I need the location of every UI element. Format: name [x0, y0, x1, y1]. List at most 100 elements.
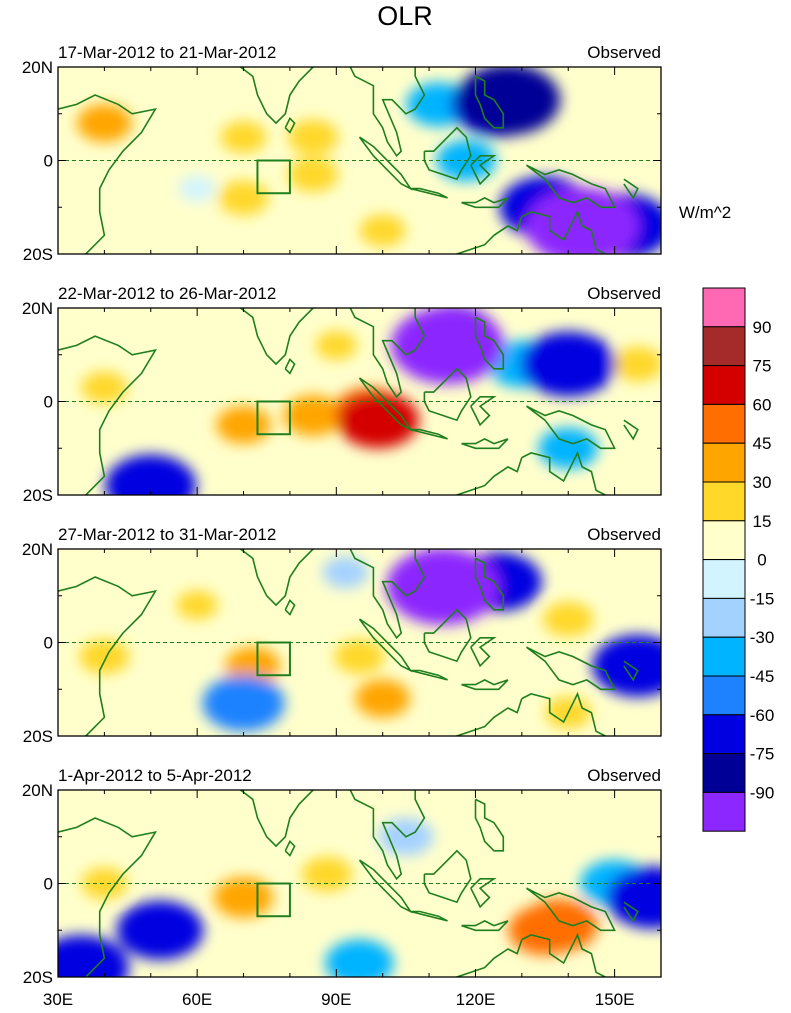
y-tick-label: 20S [23, 245, 53, 264]
anomaly-cell [116, 900, 204, 960]
colorbar-label: -90 [750, 783, 775, 802]
olr-panel-1: 17-Mar-2012 to 21-Mar-2012 Observed 20N 0 20… [22, 43, 662, 264]
coastlines [58, 308, 639, 495]
anomaly-cell [220, 121, 267, 154]
y-tick-label: 0 [44, 393, 53, 412]
coastline [526, 405, 616, 450]
colorbar-swatch [702, 675, 746, 716]
anomaly-cell [592, 634, 661, 697]
colorbar-swatch [702, 520, 746, 561]
colorbar-label: 90 [753, 318, 772, 337]
coastline [423, 367, 472, 422]
coastline [521, 932, 606, 977]
colorbar-swatch [702, 636, 746, 677]
coastline [349, 308, 426, 399]
coastline [623, 419, 639, 441]
anomaly-cell [301, 856, 353, 892]
colorbar-swatch [702, 403, 746, 444]
coastline [349, 67, 426, 158]
coastline [521, 691, 606, 736]
coastline [284, 358, 296, 375]
anomaly-cell [287, 157, 339, 193]
chart-title: OLR [377, 1, 433, 31]
anomaly-cell [287, 119, 339, 155]
coastline [410, 187, 448, 199]
anomaly-cell [525, 187, 639, 254]
coastline [349, 549, 426, 640]
anomaly-cell [355, 679, 411, 718]
coastline [526, 164, 616, 209]
anomaly-cell [595, 123, 635, 151]
target-box [256, 400, 291, 436]
colorbar-swatch [702, 442, 746, 483]
anomaly-cell [105, 454, 197, 495]
anomaly-cell [455, 67, 561, 136]
coastline [284, 840, 296, 857]
panel-date-label: 17-Mar-2012 to 21-Mar-2012 [58, 43, 276, 62]
coastline [470, 637, 497, 668]
coastline [461, 920, 509, 932]
colorbar-swatch [702, 597, 746, 638]
coastline [461, 438, 509, 450]
colorbar-units: W/m^2 [679, 203, 731, 222]
panel-observed-label: Observed [587, 525, 661, 544]
anomaly-cell [178, 175, 216, 202]
coastline [521, 209, 606, 254]
panel-observed-label: Observed [587, 43, 661, 62]
colorbar-swatch [702, 326, 746, 367]
anomaly-cell [176, 590, 218, 620]
colorbar-label: 30 [753, 473, 772, 492]
panel-date-label: 27-Mar-2012 to 31-Mar-2012 [58, 525, 276, 544]
colorbar-label: 75 [753, 357, 772, 376]
coastline [474, 316, 505, 370]
olr-panel-3: 27-Mar-2012 to 31-Mar-2012 Observed 20N 0 20… [22, 525, 662, 746]
y-tick-label: 0 [44, 634, 53, 653]
anomaly-cell [81, 867, 128, 900]
x-tick-label: 90E [321, 990, 351, 1009]
coastline [455, 698, 523, 736]
coastline [239, 67, 315, 125]
coastline [470, 396, 497, 427]
coastline [623, 660, 639, 682]
x-tick-label: 60E [182, 990, 212, 1009]
anomaly-cell [390, 308, 505, 384]
coastline [423, 608, 472, 663]
coastline [410, 910, 448, 922]
colorbar-swatch [702, 753, 746, 793]
anomaly-cell [542, 601, 594, 637]
coastline [58, 817, 158, 977]
y-tick-label: 0 [44, 875, 53, 894]
coastline [423, 126, 472, 181]
target-box [256, 882, 291, 918]
coastline [410, 669, 448, 681]
anomaly-field [58, 817, 661, 977]
anomaly-cell [612, 346, 661, 382]
coastline [455, 457, 523, 495]
anomaly-cell [337, 392, 420, 449]
target-box [256, 159, 291, 195]
anomaly-cell [606, 866, 661, 929]
coastline [474, 798, 505, 852]
colorbar-label: 45 [753, 434, 772, 453]
anomaly-cell [218, 180, 269, 216]
colorbar-swatch [702, 365, 746, 405]
coastline [470, 155, 497, 186]
y-tick-label: 20S [23, 486, 53, 505]
colorbar-label: -15 [750, 589, 775, 608]
colorbar-swatch [702, 287, 746, 328]
colorbar-swatch [702, 481, 746, 522]
colorbar-label: -75 [750, 745, 775, 764]
coastline [423, 849, 472, 904]
anomaly-cell [520, 331, 616, 397]
colorbar-label: -60 [750, 706, 775, 725]
coastline [461, 197, 509, 209]
coastline [239, 790, 315, 848]
colorbar-label: -45 [750, 667, 775, 686]
x-tick-label: 150E [595, 990, 635, 1009]
panel-date-label: 22-Mar-2012 to 26-Mar-2012 [58, 284, 276, 303]
anomaly-cell [58, 935, 129, 977]
y-tick-label: 20N [22, 299, 53, 318]
x-tick-label: 30E [43, 990, 73, 1009]
y-tick-label: 20S [23, 968, 53, 987]
